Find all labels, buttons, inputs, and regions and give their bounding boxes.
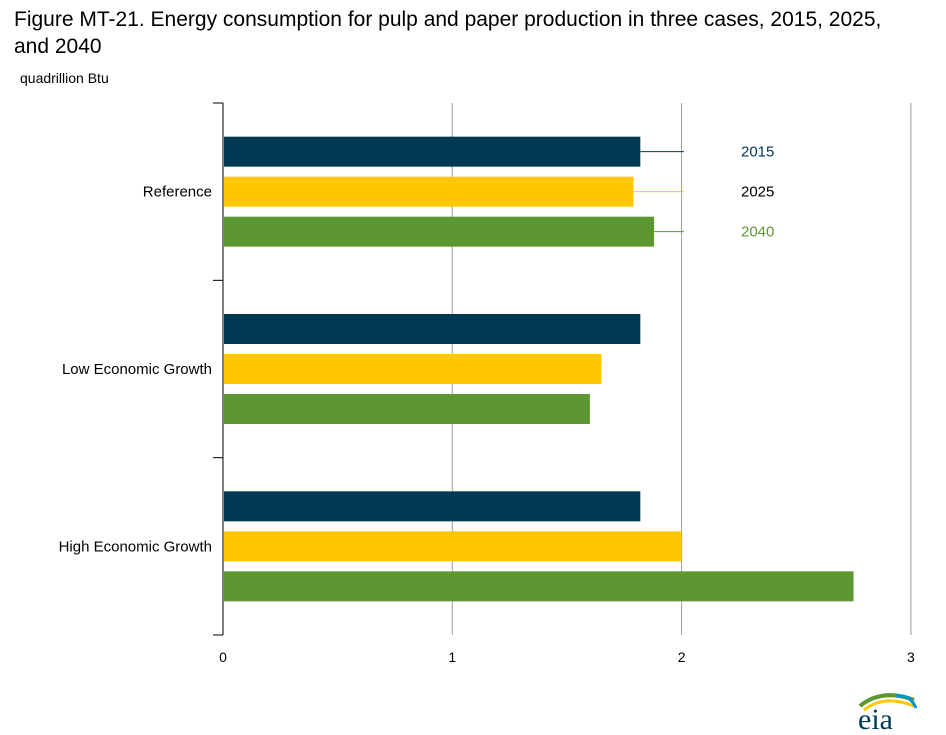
x-tick-label-0: 0 xyxy=(219,649,227,665)
category-label: High Economic Growth xyxy=(59,538,212,555)
bar-2040 xyxy=(224,394,590,424)
bar-2040 xyxy=(224,571,854,602)
bar-2025 xyxy=(224,354,602,384)
category-label: Low Economic Growth xyxy=(62,361,212,378)
bar-2040 xyxy=(224,216,655,247)
logo-text: eia xyxy=(858,703,893,732)
legend-label-2015: 2015 xyxy=(741,144,774,161)
bar-2025 xyxy=(224,176,634,207)
x-tick-label-3: 3 xyxy=(907,649,915,665)
legend-label-2025: 2025 xyxy=(741,184,774,201)
legend-label-2040: 2040 xyxy=(741,224,774,241)
bar-2015 xyxy=(224,491,641,522)
chart-title: Figure MT-21. Energy consumption for pul… xyxy=(14,8,882,58)
eia-logo-icon: eia xyxy=(858,693,918,732)
bar-2015 xyxy=(224,136,641,167)
category-label: Reference xyxy=(143,184,212,201)
x-tick-label-1: 1 xyxy=(448,649,456,665)
bar-2025 xyxy=(224,531,682,562)
x-tick-label-2: 2 xyxy=(678,649,686,665)
bar-2015 xyxy=(224,314,641,344)
unit-label: quadrillion Btu xyxy=(20,70,109,86)
